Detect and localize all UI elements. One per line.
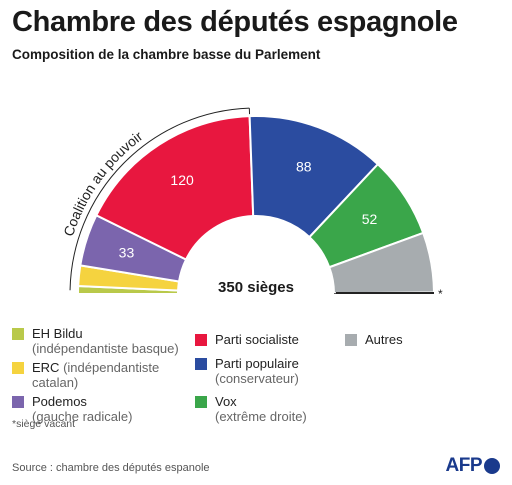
vacant-seat-marker: * xyxy=(438,287,443,301)
legend-label: ERC xyxy=(32,360,60,375)
afp-logo-dot-icon xyxy=(484,458,500,474)
legend-label: Vox xyxy=(215,394,237,409)
legend-note: (indépendantiste basque) xyxy=(32,341,179,356)
slice-parti-socialiste xyxy=(94,115,255,261)
legend-swatch xyxy=(195,396,207,408)
legend-label: Parti socialiste xyxy=(215,332,299,347)
legend-item-vox: Vox (extrême droite) xyxy=(195,394,307,424)
page-subtitle: Composition de la chambre basse du Parle… xyxy=(12,47,321,62)
legend-item-parti-socialiste: Parti socialiste xyxy=(195,332,299,347)
legend-item-autres: Autres xyxy=(345,332,403,347)
legend-label: Podemos xyxy=(32,394,87,409)
coalition-bracket xyxy=(69,107,250,291)
legend-note: (gauche radicale) xyxy=(32,409,133,424)
source-note: Source : chambre des députés espanole xyxy=(12,462,210,474)
afp-logo-text: AFP xyxy=(445,455,483,476)
legend-item-eh-bildu: EH Bildu (indépendantiste basque) xyxy=(12,326,179,356)
afp-logo: AFP xyxy=(445,455,500,477)
legend-item-parti-populaire: Parti populaire (conservateur) xyxy=(195,356,299,386)
legend-swatch xyxy=(12,396,24,408)
legend-label: EH Bildu xyxy=(32,326,83,341)
legend-swatch xyxy=(12,362,24,374)
total-seats-label: 350 sièges xyxy=(218,279,294,296)
data-label-parti-populaire: 88 xyxy=(296,159,312,175)
data-label-parti-socialiste: 120 xyxy=(170,172,194,188)
data-label-vox: 52 xyxy=(362,211,378,227)
footnote: *siège vacant xyxy=(12,418,76,430)
legend-note: (indépendantiste catalan) xyxy=(32,360,160,390)
legend-swatch xyxy=(195,358,207,370)
data-label-podemos: 33 xyxy=(119,245,135,261)
legend-item-erc: ERC (indépendantiste catalan) xyxy=(12,360,182,390)
legend-label: Parti populaire xyxy=(215,356,299,371)
legend-note: (extrême droite) xyxy=(215,409,307,424)
legend-swatch xyxy=(345,334,357,346)
legend-swatch xyxy=(12,328,24,340)
page-title: Chambre des députés espagnole xyxy=(12,6,458,38)
legend-item-podemos: Podemos (gauche radicale) xyxy=(12,394,132,424)
legend-swatch xyxy=(195,334,207,346)
legend-note: (conservateur) xyxy=(215,371,299,386)
legend-label: Autres xyxy=(365,332,403,347)
